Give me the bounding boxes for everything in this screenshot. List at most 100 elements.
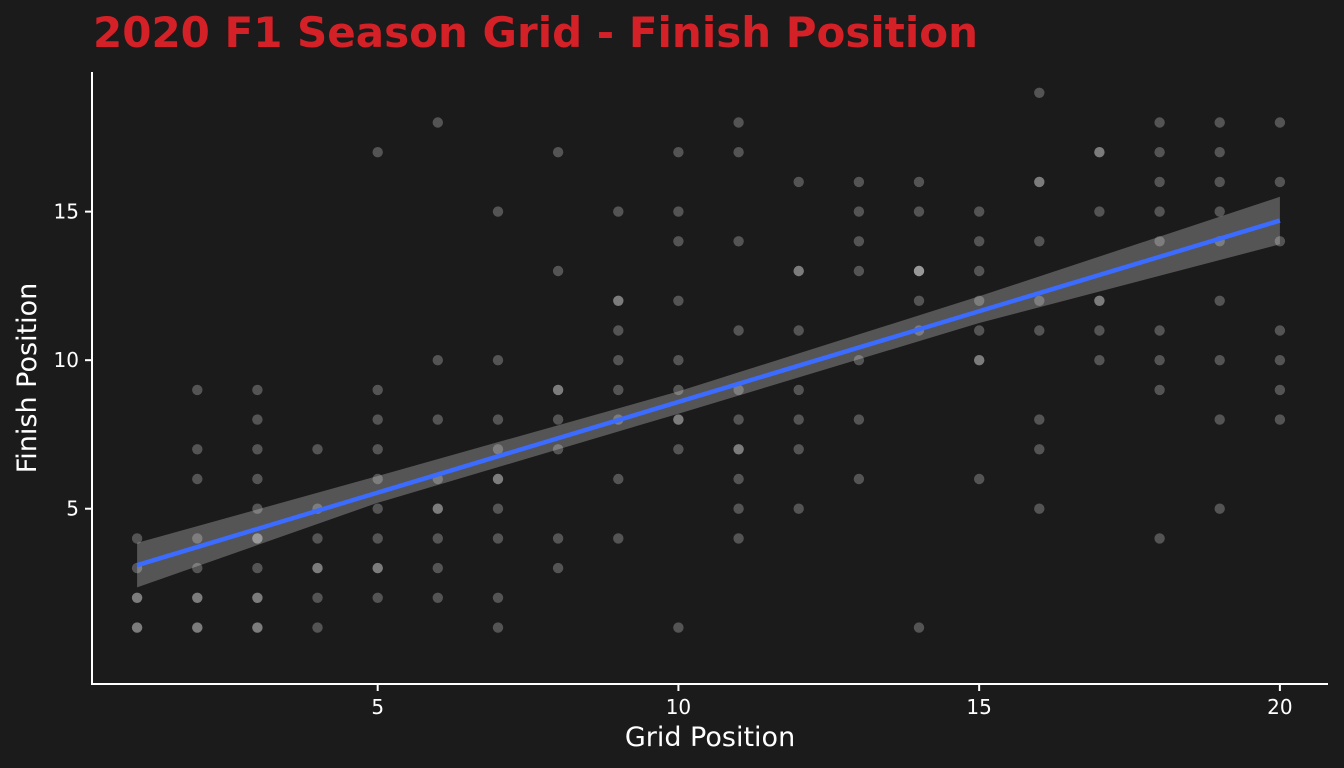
data-point xyxy=(1214,176,1225,188)
data-point xyxy=(192,473,203,485)
data-point xyxy=(372,562,383,574)
data-point xyxy=(1214,206,1225,217)
data-point xyxy=(1094,206,1105,217)
data-point xyxy=(552,444,564,455)
data-point xyxy=(733,473,744,485)
data-point xyxy=(131,533,143,544)
data-point xyxy=(252,592,263,603)
x-tick-label: 20 xyxy=(1267,695,1292,719)
trend-line-layer xyxy=(136,218,1281,568)
data-point xyxy=(492,473,504,485)
data-point xyxy=(492,414,504,425)
data-point xyxy=(1094,295,1105,306)
data-point xyxy=(1094,355,1105,366)
data-point xyxy=(853,473,865,485)
data-point xyxy=(1154,325,1165,336)
x-tick-label: 10 xyxy=(666,695,691,719)
data-point xyxy=(312,562,323,574)
data-point xyxy=(974,236,985,247)
data-point xyxy=(252,533,263,544)
data-point xyxy=(793,503,804,514)
data-point xyxy=(1094,325,1105,336)
data-point xyxy=(974,265,985,277)
data-point xyxy=(1094,295,1105,306)
data-point xyxy=(1214,147,1225,158)
data-point xyxy=(252,503,263,514)
data-point xyxy=(974,473,985,485)
data-point xyxy=(1154,206,1165,217)
data-point xyxy=(793,325,804,336)
data-point xyxy=(1274,384,1286,396)
data-point xyxy=(252,622,263,633)
data-point xyxy=(913,295,925,306)
data-point xyxy=(192,592,203,603)
data-point xyxy=(192,533,203,544)
data-point xyxy=(492,503,504,514)
data-point xyxy=(913,206,925,217)
data-point xyxy=(913,265,925,277)
data-point xyxy=(1034,444,1045,455)
data-point xyxy=(1034,325,1045,336)
data-point xyxy=(1094,147,1105,158)
data-point xyxy=(432,533,443,544)
data-point xyxy=(1214,503,1225,514)
data-point xyxy=(1214,295,1225,306)
data-point xyxy=(733,414,744,425)
data-point xyxy=(372,533,383,544)
data-point xyxy=(913,176,925,188)
data-point xyxy=(613,325,624,336)
data-point xyxy=(853,265,865,277)
data-point xyxy=(1274,325,1286,336)
data-point xyxy=(733,444,744,455)
data-point xyxy=(1214,117,1225,128)
data-point xyxy=(673,384,684,396)
data-point xyxy=(252,384,263,396)
data-point xyxy=(252,533,263,544)
data-point xyxy=(974,295,985,306)
data-point xyxy=(974,325,985,336)
data-point xyxy=(1154,236,1165,247)
data-point xyxy=(1034,176,1045,188)
data-point xyxy=(1154,533,1165,544)
data-point xyxy=(492,592,504,603)
data-point xyxy=(1154,117,1165,128)
data-point xyxy=(974,355,985,366)
data-point xyxy=(613,533,624,544)
data-point xyxy=(192,592,203,603)
data-point xyxy=(793,444,804,455)
data-point xyxy=(673,147,684,158)
data-point xyxy=(1274,176,1286,188)
data-point xyxy=(131,622,143,633)
data-point xyxy=(673,414,684,425)
data-point xyxy=(552,562,564,574)
data-point xyxy=(913,265,925,277)
axes-layer: 5 10 15 20 5 10 15 xyxy=(54,72,1328,719)
data-point xyxy=(312,592,323,603)
data-point xyxy=(192,622,203,633)
data-point xyxy=(192,562,203,574)
data-point xyxy=(793,265,804,277)
data-point xyxy=(1034,87,1045,99)
data-point xyxy=(733,236,744,247)
data-point xyxy=(492,473,504,485)
data-point xyxy=(492,444,504,455)
data-point xyxy=(372,562,383,574)
x-tick-label: 5 xyxy=(371,695,384,719)
data-point xyxy=(793,414,804,425)
data-point xyxy=(492,206,504,217)
data-point xyxy=(312,622,323,633)
data-point xyxy=(1094,147,1105,158)
data-point xyxy=(432,117,443,128)
data-point xyxy=(372,444,383,455)
data-point xyxy=(372,592,383,603)
data-point xyxy=(552,265,564,277)
data-point xyxy=(1034,414,1045,425)
data-point xyxy=(432,503,443,514)
data-point xyxy=(252,414,263,425)
data-point xyxy=(432,503,443,514)
data-point xyxy=(853,176,865,188)
data-point xyxy=(793,176,804,188)
data-point xyxy=(793,384,804,396)
